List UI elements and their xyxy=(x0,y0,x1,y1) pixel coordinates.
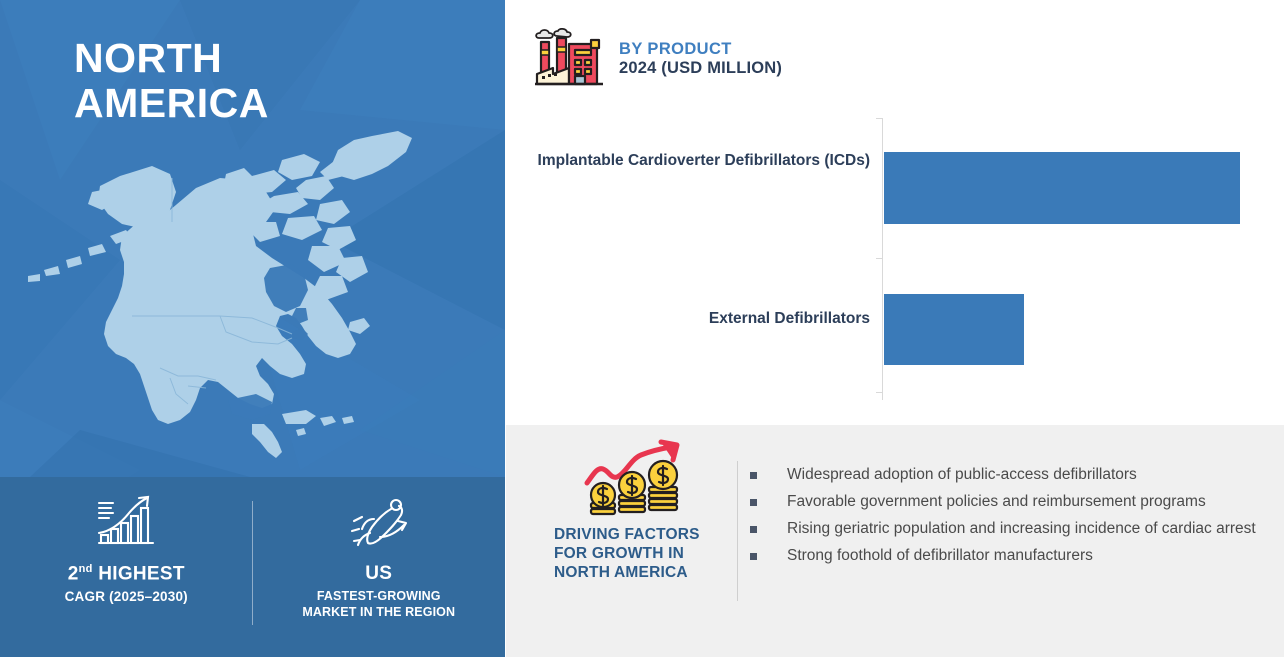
list-item: Widespread adoption of public-access def… xyxy=(750,463,1262,487)
stat-cagr-value: 2nd HIGHEST xyxy=(68,563,185,585)
chart-header: BY PRODUCT 2024 (USD MILLION) xyxy=(533,28,782,90)
axis-tick-top xyxy=(876,118,882,119)
bar-chart: Implantable Cardioverter Defibrillators … xyxy=(506,110,1284,400)
stat-cagr-rank-suffix: nd xyxy=(78,563,93,575)
money-growth-icon xyxy=(536,439,731,519)
polygon-background xyxy=(0,0,505,657)
drivers-panel: DRIVING FACTORS FOR GROWTH IN NORTH AMER… xyxy=(506,425,1284,657)
drivers-title: DRIVING FACTORS FOR GROWTH IN NORTH AMER… xyxy=(554,526,700,581)
stat-cagr-rank: 2 xyxy=(67,563,79,585)
stat-cagr-word: HIGHEST xyxy=(92,563,185,585)
list-item: Rising geriatric population and increasi… xyxy=(750,517,1262,541)
bar-external xyxy=(884,294,1024,365)
driver-text: Strong foothold of defibrillator manufac… xyxy=(787,547,1093,564)
drivers-divider xyxy=(737,461,738,601)
stat-country-label-1: FASTEST-GROWING xyxy=(316,589,441,603)
factory-icon xyxy=(533,28,605,90)
drivers-heading-block: DRIVING FACTORS FOR GROWTH IN NORTH AMER… xyxy=(536,439,731,582)
stat-cagr-label: CAGR (2025–2030) xyxy=(64,589,188,605)
bar-icds xyxy=(884,152,1240,224)
growth-chart-icon xyxy=(91,493,161,555)
driver-text: Widespread adoption of public-access def… xyxy=(787,466,1137,483)
bullet-icon xyxy=(750,499,757,506)
stat-country-label-2: MARKET IN THE REGION xyxy=(302,605,456,619)
region-panel: NORTH AMERICA xyxy=(0,0,505,657)
list-item: Strong foothold of defibrillator manufac… xyxy=(750,544,1262,568)
stat-country-value: US xyxy=(365,563,393,584)
stat-country: US FASTEST-GROWING MARKET IN THE REGION xyxy=(253,477,506,657)
chart-axis xyxy=(882,118,883,400)
list-item: Favorable government policies and reimbu… xyxy=(750,490,1262,514)
driver-text: Rising geriatric population and increasi… xyxy=(787,520,1256,537)
bar-label-external: External Defibrillators xyxy=(708,310,870,327)
page-title: NORTH AMERICA xyxy=(74,35,269,126)
axis-tick-middle xyxy=(876,258,882,259)
drivers-list: Widespread adoption of public-access def… xyxy=(750,463,1262,571)
bullet-icon xyxy=(750,472,757,479)
stat-cagr: 2nd HIGHEST CAGR (2025–2030) xyxy=(0,477,253,657)
bullet-icon xyxy=(750,553,757,560)
chart-subtitle: 2024 (USD MILLION) xyxy=(619,59,783,77)
chart-title: BY PRODUCT xyxy=(619,39,732,58)
region-stats-band: 2nd HIGHEST CAGR (2025–2030) xyxy=(0,477,505,657)
rocket-person-icon xyxy=(344,493,414,555)
chart-panel: BY PRODUCT 2024 (USD MILLION) Implantabl… xyxy=(506,0,1284,425)
north-america-map-icon xyxy=(20,118,490,478)
stats-divider xyxy=(252,501,253,625)
axis-tick-bottom xyxy=(876,392,882,393)
bar-label-icds: Implantable Cardioverter Defibrillators … xyxy=(537,152,870,169)
bullet-icon xyxy=(750,526,757,533)
driver-text: Favorable government policies and reimbu… xyxy=(787,493,1206,510)
